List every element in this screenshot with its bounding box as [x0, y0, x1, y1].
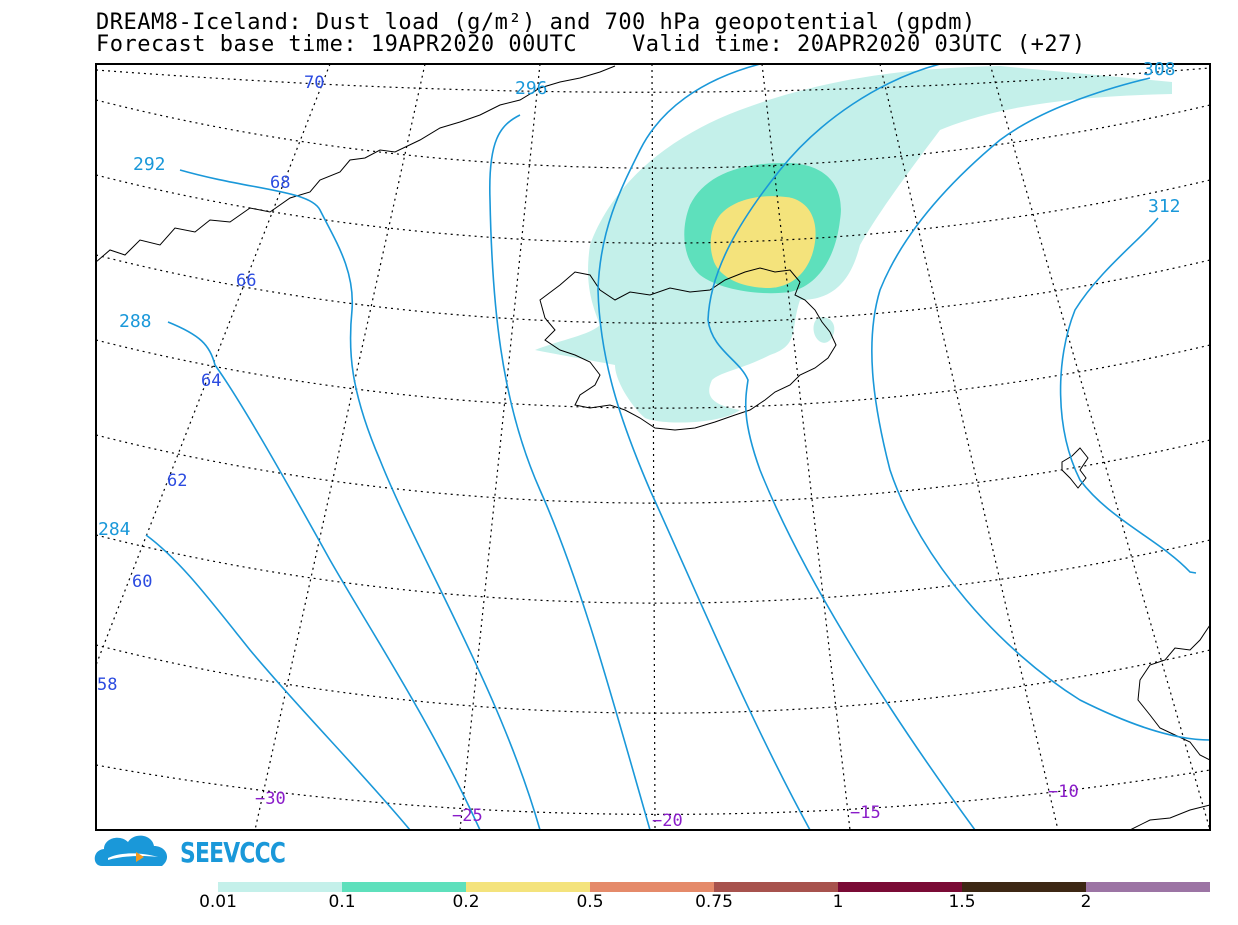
- colorbar-swatch: [714, 882, 838, 892]
- colorbar-label: 0.01: [199, 892, 237, 912]
- colorbar-label: 0.5: [576, 892, 604, 912]
- contour-line: [167, 321, 481, 830]
- colorbar-label: 0.75: [695, 892, 733, 912]
- colorbar-swatch: [590, 882, 714, 892]
- colorbar-swatch: [962, 882, 1086, 892]
- colorbar-label: 0.2: [452, 892, 480, 912]
- seevccc-logo: [94, 835, 168, 866]
- longitude-label: −20: [652, 811, 683, 831]
- latitude-label: 68: [270, 173, 290, 193]
- dust-area-0-01-east: [813, 317, 835, 343]
- scotland-coast: [1129, 804, 1210, 830]
- iceland-coast: [539, 267, 837, 431]
- meridian-line: [761, 64, 851, 830]
- meridian-line: [459, 64, 541, 830]
- logo-text: SEEVCCC: [180, 836, 286, 869]
- latitude-line: [96, 644, 1210, 714]
- longitude-label: −10: [1048, 782, 1079, 802]
- meridian-line: [989, 64, 1210, 830]
- map-frame: [95, 63, 1211, 831]
- colorbar-label: 0.1: [328, 892, 356, 912]
- cloud-swoosh-icon: [108, 853, 158, 860]
- latitude-line: [96, 99, 1210, 169]
- colorbar-label: 1: [832, 892, 844, 912]
- longitude-label: −15: [850, 803, 881, 823]
- colorbar-swatch: [342, 882, 466, 892]
- map-title-line2: Forecast base time: 19APR2020 00UTC Vali…: [96, 32, 1086, 57]
- contour-label: 296: [515, 78, 548, 99]
- latitude-label: 70: [304, 73, 324, 93]
- faroe-islands: [1061, 447, 1089, 489]
- contour-line: [871, 77, 1210, 741]
- contour-line: [145, 534, 411, 830]
- longitude-label: −25: [452, 806, 483, 826]
- contour-label: 288: [119, 311, 152, 332]
- latitude-line: [96, 434, 1210, 504]
- meridian-line: [879, 64, 1059, 830]
- colorbar-label: 1.5: [948, 892, 976, 912]
- contour-line: [597, 64, 811, 830]
- latitude-line: [96, 339, 1210, 409]
- latitude-label: 60: [132, 572, 152, 592]
- dust-load-field: [535, 66, 1172, 423]
- contour-label: 292: [133, 154, 166, 175]
- dust-area-0-2: [710, 196, 816, 288]
- greenland-coast: [96, 65, 616, 263]
- contour-label: 284: [98, 519, 131, 540]
- colorbar-swatch: [466, 882, 590, 892]
- colorbar-swatch: [1086, 882, 1210, 892]
- colorbar-label: 2: [1080, 892, 1092, 912]
- norway-coast: [1137, 624, 1210, 761]
- contour-label: 312: [1148, 196, 1181, 217]
- longitude-labels: −30 −25 −20 −15 −10: [255, 782, 1079, 831]
- meridian-line: [651, 64, 656, 830]
- arrow-icon: [136, 852, 144, 862]
- colorbar-swatch: [838, 882, 962, 892]
- contour-label: 308: [1143, 59, 1176, 80]
- latitude-line: [96, 254, 1210, 324]
- map-title-line1: DREAM8-Iceland: Dust load (g/m²) and 700…: [96, 10, 976, 35]
- contour-line: [179, 169, 541, 830]
- latitude-label: 64: [201, 371, 221, 391]
- contour-line: [488, 114, 651, 830]
- contour-line: [1059, 217, 1197, 574]
- graticule: [96, 64, 1210, 830]
- latitude-label: 58: [97, 675, 117, 695]
- colorbar: [218, 882, 1210, 892]
- geopotential-labels: 292 296 308 312 288 284: [98, 59, 1181, 540]
- contour-line: [707, 64, 976, 830]
- latitude-label: 66: [236, 271, 256, 291]
- longitude-label: −30: [255, 789, 286, 809]
- latitude-labels: 70 68 66 64 62 60 58: [97, 73, 324, 695]
- geopotential-contours: [145, 64, 1210, 830]
- latitude-label: 62: [167, 471, 187, 491]
- coastlines: [96, 65, 1210, 830]
- latitude-line: [96, 534, 1210, 604]
- dust-area-0-01: [535, 66, 1172, 423]
- cloud-icon: [94, 835, 168, 866]
- colorbar-swatch: [218, 882, 342, 892]
